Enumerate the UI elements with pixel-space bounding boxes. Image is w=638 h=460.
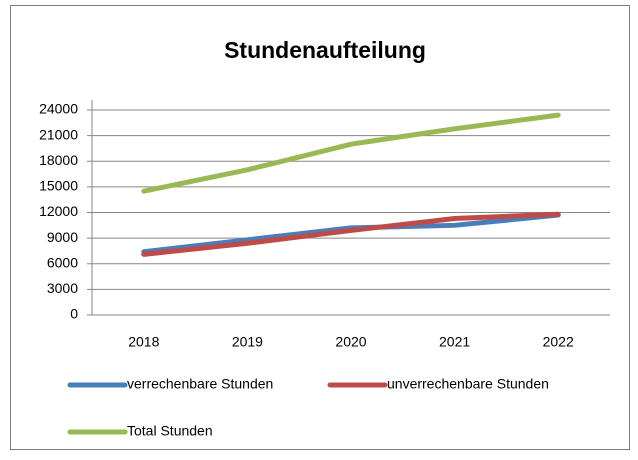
series-line — [141, 211, 561, 257]
x-tick-label: 2020 — [335, 334, 366, 350]
y-tick-label: 12000 — [39, 203, 78, 219]
y-tick-label: 3000 — [47, 280, 78, 296]
x-tick-label: 2021 — [439, 334, 470, 350]
legend-label: verrechenbare Stunden — [127, 376, 273, 392]
y-tick-label: 6000 — [47, 254, 78, 270]
legend-label: unverrechenbare Stunden — [387, 376, 549, 392]
y-tick-label: 18000 — [39, 152, 78, 168]
series-line — [141, 212, 561, 255]
y-tick-label: 9000 — [47, 229, 78, 245]
series-line — [141, 112, 561, 194]
legend-label: Total Stunden — [127, 423, 213, 439]
y-tick-label: 24000 — [39, 101, 78, 117]
x-tick-label: 2022 — [543, 334, 574, 350]
chart-border — [10, 5, 630, 450]
x-tick-label: 2019 — [232, 334, 263, 350]
y-tick-label: 21000 — [39, 126, 78, 142]
y-tick-label: 0 — [70, 306, 78, 322]
chart-title: Stundenaufteilung — [224, 37, 426, 63]
y-tick-label: 15000 — [39, 178, 78, 194]
x-tick-label: 2018 — [128, 334, 159, 350]
